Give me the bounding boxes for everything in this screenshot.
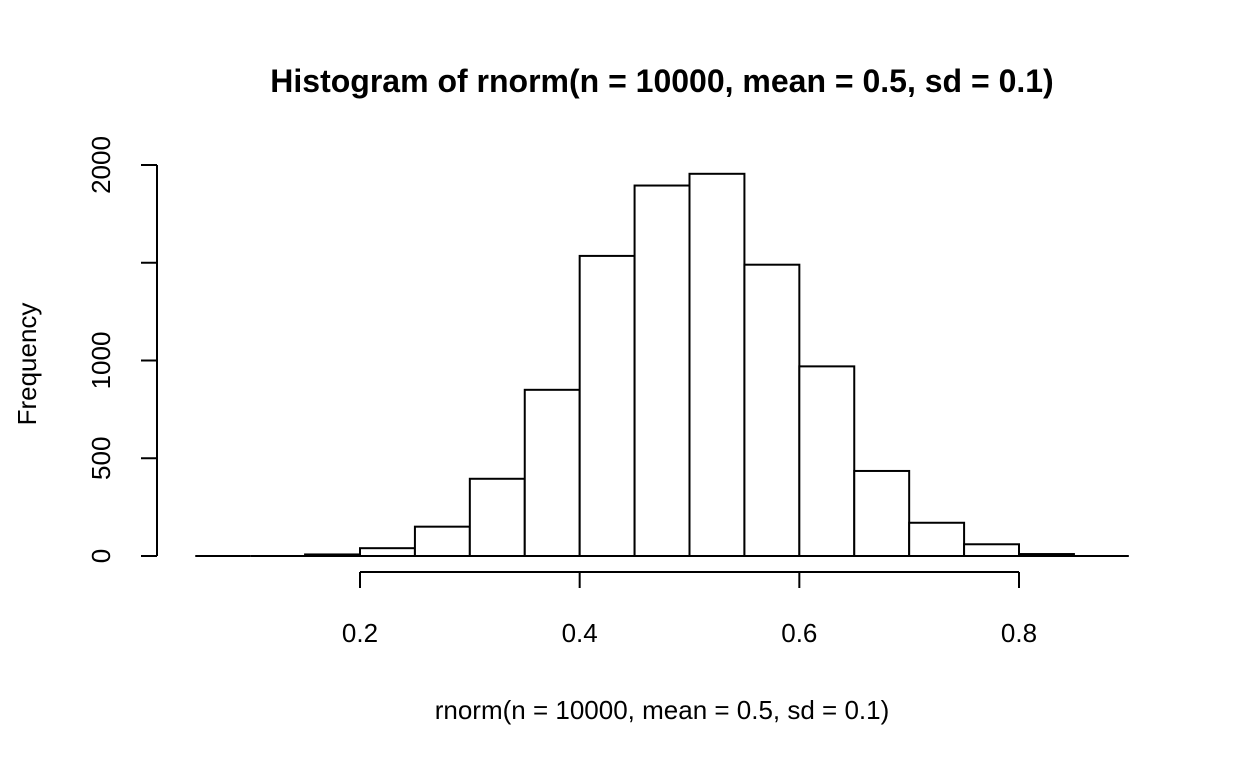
- histogram-bar-14: [963, 543, 1021, 558]
- x-tick-label: 0.8: [1001, 618, 1037, 648]
- y-tick-label: 500: [86, 437, 116, 480]
- x-tick-label: 0.2: [342, 618, 378, 648]
- histogram-bar-5: [468, 477, 526, 557]
- y-axis: 0 500 1000 2000: [86, 136, 158, 563]
- histogram-bar-15: [1018, 553, 1075, 557]
- histogram-bar-8: [633, 184, 691, 557]
- histogram-bar-7: [578, 254, 636, 557]
- x-tick-label: 0.6: [781, 618, 817, 648]
- chart-title: Histogram of rnorm(n = 10000, mean = 0.5…: [270, 63, 1053, 99]
- histogram-bar-11: [798, 365, 856, 557]
- y-tick-label: 0: [86, 549, 116, 563]
- histogram-bar-13: [908, 521, 966, 558]
- histogram-bar-4: [413, 525, 471, 557]
- histogram-bar-3: [359, 547, 416, 557]
- histogram-bar-10: [743, 263, 801, 557]
- x-tick-label: 0.4: [562, 618, 598, 648]
- histogram-bar-9: [688, 172, 746, 558]
- histogram-bars: [195, 172, 1129, 558]
- histogram-bar-6: [523, 388, 581, 557]
- y-tick-label: 1000: [86, 332, 116, 390]
- histogram-bar-12: [853, 469, 911, 557]
- histogram-bar-2: [304, 553, 361, 558]
- x-axis: 0.2 0.4 0.6 0.8: [342, 571, 1037, 648]
- y-tick-label: 2000: [86, 136, 116, 194]
- x-axis-label: rnorm(n = 10000, mean = 0.5, sd = 0.1): [435, 695, 890, 725]
- y-axis-label: Frequency: [12, 303, 42, 426]
